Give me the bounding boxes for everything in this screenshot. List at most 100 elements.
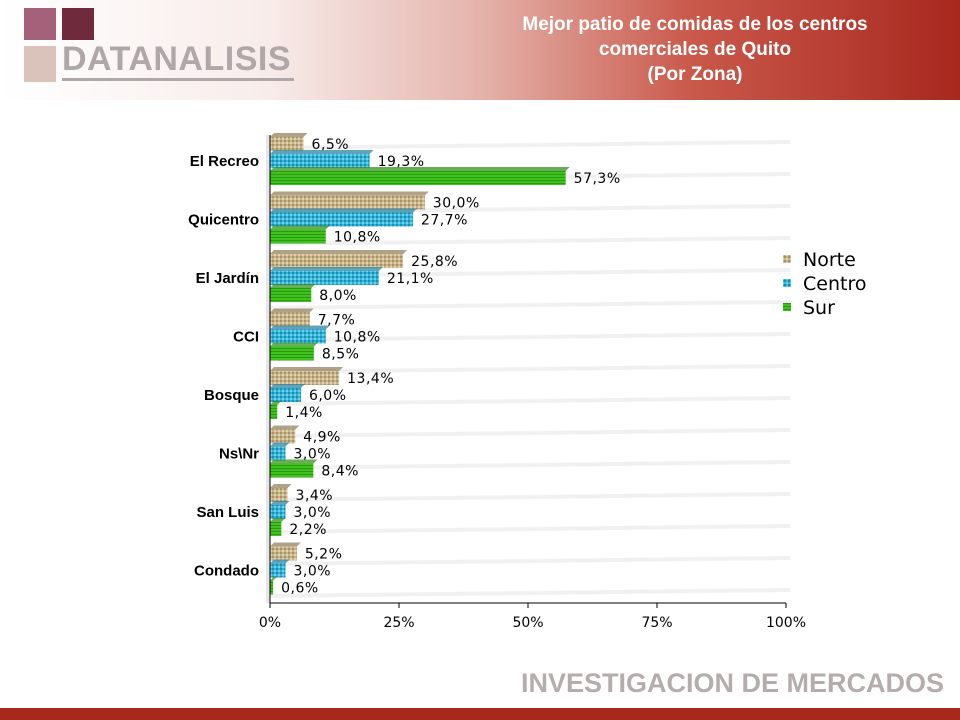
x-tick-label: 100% (766, 615, 806, 631)
bar-top (270, 225, 330, 230)
bar-sur (270, 171, 566, 185)
data-label: 1,4% (285, 405, 323, 421)
floor-stripe (266, 300, 790, 310)
chart-title: Mejor patio de comidas de los centros co… (450, 12, 940, 87)
data-label: 57,3% (574, 171, 621, 187)
bar-top (270, 542, 301, 547)
bar-sur (270, 522, 282, 536)
data-label: 5,2% (305, 547, 343, 563)
footer-text: INVESTIGACION DE MERCADOS (520, 668, 944, 698)
bar-norte (270, 254, 404, 268)
legend-label: Norte (803, 249, 856, 271)
header-banner (0, 0, 960, 100)
chart-bars: El Recreo 6,5% 19,3% 57,3% Quicentro 30,0%27,… (188, 133, 620, 597)
logo-square-1 (24, 8, 56, 40)
legend-label: Centro (803, 273, 866, 295)
logo-square-3 (24, 46, 56, 82)
legend-swatch-norte (783, 255, 791, 263)
bar-norte (270, 312, 310, 327)
x-tick-label: 50% (512, 615, 543, 631)
bar-top (270, 559, 290, 564)
category-label: Ns\Nr (219, 446, 259, 463)
bar-sur (270, 288, 312, 302)
data-label: 8,4% (321, 464, 359, 480)
bar-sur (270, 229, 326, 244)
bar-sur (270, 463, 314, 478)
bar-top (270, 367, 344, 371)
legend-swatch-centro (783, 279, 791, 287)
logo-square-2 (62, 8, 94, 40)
floor-stripe (266, 460, 790, 470)
x-tick-label: 25% (383, 615, 414, 631)
floor-stripe (266, 364, 790, 374)
title-line-2: comerciales de Quito (598, 39, 792, 60)
x-tick-label: 0% (259, 615, 281, 631)
data-label: 30,0% (433, 196, 480, 212)
bar-top (270, 208, 417, 213)
data-label: 2,2% (289, 522, 327, 538)
bar-top (270, 518, 286, 522)
category-label: Bosque (204, 387, 259, 404)
bar-top (270, 133, 308, 137)
bar-norte (270, 488, 288, 502)
data-label: 6,0% (309, 388, 347, 404)
bar-centro (270, 563, 286, 578)
floor-stripe (266, 396, 790, 406)
bar-top (270, 384, 305, 388)
floor-stripe (266, 492, 790, 502)
data-label: 21,1% (387, 271, 434, 287)
bar-centro (270, 212, 413, 227)
floor-stripe (266, 140, 790, 150)
floor-stripe (266, 556, 790, 566)
category-label: El Recreo (190, 153, 259, 170)
data-label: 25,8% (411, 254, 458, 270)
bar-top (270, 191, 429, 196)
bar-sur (270, 580, 274, 595)
category-label: San Luis (196, 504, 259, 521)
bar-centro (270, 388, 301, 402)
bar-centro (270, 271, 379, 285)
data-label: 27,7% (421, 213, 468, 229)
bar-top (270, 308, 314, 313)
bar-top (270, 459, 318, 464)
floor-stripe (266, 524, 790, 534)
bar-top (270, 325, 330, 330)
category-label: Condado (194, 563, 259, 580)
bar-top (270, 150, 374, 154)
bar-centro (270, 446, 286, 461)
bar-sur (270, 346, 314, 361)
data-label: 0,6% (281, 581, 319, 597)
bar-centro (270, 505, 286, 519)
data-label: 19,3% (378, 154, 425, 170)
floor-stripe (266, 428, 790, 438)
floor-stripe (266, 332, 790, 342)
bar-centro (270, 329, 326, 344)
logo-text: DATANALISIS (62, 40, 292, 78)
bar-norte (270, 546, 297, 561)
bar-top (270, 250, 408, 254)
category-label: Quicentro (188, 212, 259, 229)
legend-label: Sur (803, 297, 835, 319)
chart-axes: 0% 25% 50% 75% 100% (259, 135, 806, 631)
logo-underline (62, 78, 294, 81)
data-label: 3,0% (293, 447, 331, 463)
data-label: 3,0% (293, 505, 331, 521)
x-tick-label: 75% (641, 615, 672, 631)
data-label: 3,4% (296, 488, 334, 504)
bar-top (270, 284, 316, 288)
legend-swatch-sur (783, 303, 791, 311)
bar-sur (270, 405, 278, 419)
bar-top (270, 342, 318, 347)
bar-top (270, 425, 300, 430)
bar-top (270, 442, 290, 447)
floor-stripe (266, 588, 790, 598)
data-label: 3,0% (293, 564, 331, 580)
data-label: 7,7% (318, 313, 356, 329)
bar-norte (270, 429, 296, 444)
data-label: 13,4% (347, 371, 394, 387)
bar-top (270, 484, 292, 488)
bar-norte (270, 137, 304, 151)
bar-top (270, 267, 383, 271)
title-line-3: (Por Zona) (647, 64, 743, 85)
